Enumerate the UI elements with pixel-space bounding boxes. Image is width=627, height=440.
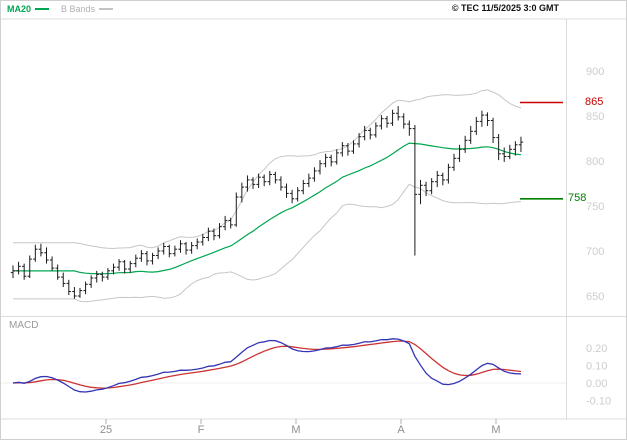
x-axis-labels: 25 F M A M xyxy=(100,419,501,436)
candlestick-series xyxy=(10,106,524,299)
price-axis-label: 700 xyxy=(586,246,604,258)
macd-axis-label: 0.20 xyxy=(586,343,607,355)
resistance-level-label: 865 xyxy=(585,96,604,108)
bollinger-lower-line xyxy=(13,183,522,303)
macd-line xyxy=(12,338,522,393)
price-axis-label: 900 xyxy=(586,66,604,78)
macd-axis-labels: 0.20 0.10 0.00 -0.10 xyxy=(586,343,611,408)
x-axis-label: F xyxy=(198,424,205,436)
ma20-line xyxy=(13,142,522,275)
bbands-legend-dash xyxy=(99,8,114,10)
x-axis-label: A xyxy=(397,424,405,436)
x-axis-label: M xyxy=(291,424,300,436)
x-axis-label: M xyxy=(491,424,500,436)
support-level-label: 758 xyxy=(568,192,587,204)
ma20-legend-label: MA20 xyxy=(7,4,32,14)
legend-item-bbands: B Bands xyxy=(61,4,114,14)
legend-item-ma20: MA20 xyxy=(7,4,50,14)
price-axis-label: 650 xyxy=(586,291,604,303)
bbands-legend-label: B Bands xyxy=(61,4,96,14)
macd-axis-label: 0.10 xyxy=(586,361,607,373)
price-axis-label: 800 xyxy=(586,156,604,168)
macd-axis-label: 0.00 xyxy=(586,378,607,390)
copyright-text: © TEC 11/5/2025 3:0 GMT xyxy=(451,3,559,13)
legend: MA20 B Bands xyxy=(7,4,114,14)
bollinger-upper-line xyxy=(13,89,522,250)
macd-axis-label: -0.10 xyxy=(586,396,611,408)
chart-frame xyxy=(1,18,626,420)
macd-signal-line xyxy=(12,340,522,389)
price-axis-label: 850 xyxy=(586,111,604,123)
ma20-legend-dash xyxy=(35,8,50,10)
price-axis-labels: 900 850 800 750 700 650 xyxy=(586,66,604,303)
macd-label: MACD xyxy=(9,320,39,331)
x-axis-label: 25 xyxy=(100,424,112,436)
price-axis-label: 750 xyxy=(586,201,604,213)
